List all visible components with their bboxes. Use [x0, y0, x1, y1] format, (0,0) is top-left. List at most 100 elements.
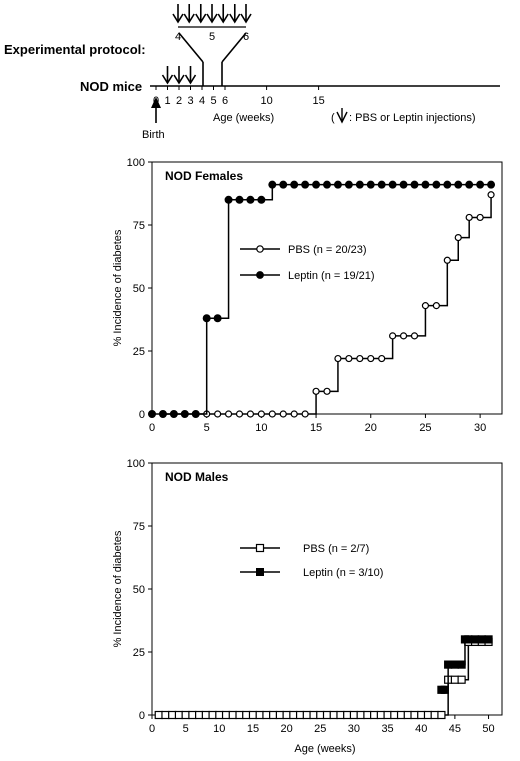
data-point: [279, 410, 287, 418]
x-tick-label: 0: [149, 422, 155, 434]
data-point: [399, 332, 408, 340]
series-leptin: [437, 635, 493, 694]
data-point: [213, 314, 222, 323]
data-point: [312, 387, 320, 395]
data-point: [403, 710, 412, 720]
data-point: [235, 410, 244, 418]
data-point: [417, 710, 426, 720]
x-tick-label: 30: [348, 723, 360, 735]
protocol-title: Experimental protocol:: [4, 42, 146, 57]
injection-arrow-icon: [172, 4, 184, 24]
data-point: [464, 635, 473, 644]
data-point: [443, 256, 451, 264]
y-tick-label: 25: [133, 346, 145, 358]
injection-arrow-icon: [240, 4, 252, 24]
data-point: [383, 710, 392, 720]
data-point: [355, 180, 364, 189]
x-tick-label: 30: [474, 422, 486, 434]
data-point: [161, 710, 170, 720]
data-point: [465, 180, 474, 189]
data-point: [334, 354, 342, 363]
y-axis-label: % Incidence of diabetes: [112, 229, 124, 346]
legend-marker-leptin: [256, 271, 264, 279]
data-point: [323, 180, 332, 189]
data-point: [289, 710, 298, 720]
timeline-tick-label: 3: [187, 95, 193, 107]
legend-label-pbs: PBS (n = 20/23): [288, 244, 367, 256]
injection-arrow-icon: [161, 66, 174, 85]
data-point: [268, 410, 276, 418]
zoom-tick-label: 4: [175, 31, 181, 43]
data-point: [208, 710, 217, 720]
injection-arrow-icon: [183, 4, 195, 24]
data-point: [255, 710, 264, 720]
data-point: [290, 410, 298, 418]
data-point: [174, 710, 184, 720]
injection-arrows: [161, 66, 197, 85]
data-point: [484, 635, 493, 644]
legend-label-leptin: Leptin (n = 3/10): [303, 567, 383, 579]
data-point: [344, 180, 353, 189]
data-point: [399, 180, 408, 189]
data-point: [444, 660, 453, 669]
injection-arrow-icon: [206, 4, 218, 24]
data-point: [257, 410, 265, 418]
data-point: [336, 710, 345, 720]
data-point: [457, 675, 466, 684]
data-point: [487, 180, 496, 189]
protocol-axis-label: Age (weeks): [213, 112, 274, 124]
x-tick-label: 15: [247, 723, 259, 735]
data-point: [437, 710, 446, 720]
data-point: [410, 180, 419, 189]
data-point: [396, 710, 406, 720]
data-point: [268, 180, 277, 189]
data-point: [454, 180, 463, 189]
y-tick-label: 50: [133, 283, 145, 295]
chart-title: NOD Females: [165, 169, 243, 183]
x-tick-label: 50: [482, 723, 494, 735]
plot-frame: [151, 161, 503, 415]
axes: 0 5 10 15 20 25 30 0 25 50 75 100: [127, 157, 487, 434]
data-point: [450, 660, 459, 669]
x-tick-label: 20: [280, 723, 292, 735]
data-point: [246, 195, 255, 204]
data-point: [246, 410, 255, 418]
injection-arrow-icon: [217, 4, 229, 24]
data-point: [290, 180, 299, 189]
data-point: [421, 180, 430, 189]
data-point: [423, 710, 433, 720]
data-point: [275, 710, 284, 720]
legend-open-paren: (: [331, 112, 335, 124]
data-point: [235, 195, 244, 204]
data-point: [215, 710, 224, 720]
data-point: [430, 710, 439, 720]
data-point: [169, 410, 178, 419]
x-tick-label: 0: [149, 723, 155, 735]
y-tick-label: 25: [133, 647, 145, 659]
data-point: [301, 180, 310, 189]
x-tick-label: 20: [365, 422, 377, 434]
data-point: [333, 180, 342, 189]
data-point: [470, 635, 480, 644]
data-point: [378, 354, 386, 363]
data-point: [158, 410, 167, 419]
series-leptin: [148, 180, 496, 419]
injection-legend-text: : PBS or Leptin injections): [349, 112, 476, 124]
data-point: [202, 314, 211, 323]
axes: 0 5 10 15 20 25 30 35 40 45 50 0 25 50 75 100: [127, 458, 495, 735]
data-point: [390, 710, 399, 720]
x-tick-label: 40: [415, 723, 427, 735]
timeline-ticks: 01234561015: [153, 86, 325, 107]
data-point: [235, 710, 244, 720]
data-point: [154, 710, 163, 720]
chart-nod-females: NOD Females % Incidence of diabetes 0 5 10…: [112, 157, 503, 434]
data-point: [309, 710, 318, 720]
zoom-connector: [221, 32, 247, 63]
legend-marker-pbs: [256, 245, 264, 253]
data-point: [477, 635, 486, 644]
data-point: [221, 710, 231, 720]
zoom-inset: 4 5 6: [172, 4, 252, 86]
y-tick-label: 0: [139, 409, 145, 421]
data-point: [228, 710, 237, 720]
series-group: [154, 635, 493, 720]
